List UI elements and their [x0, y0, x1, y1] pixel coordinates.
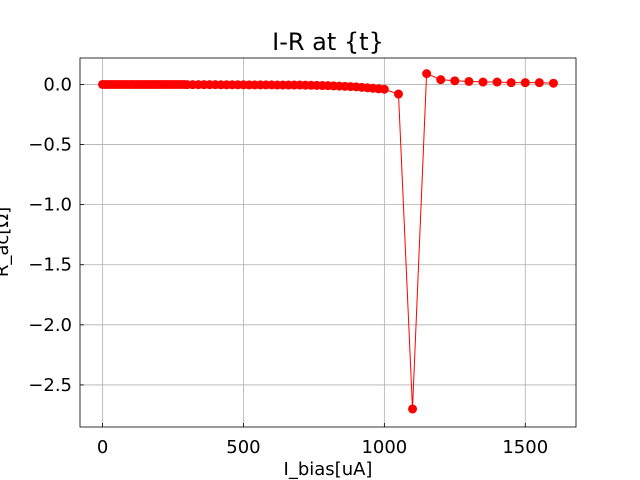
grid-lines: [80, 58, 576, 427]
data-point: [548, 78, 558, 88]
plot-frame: [79, 57, 577, 428]
data-point: [520, 78, 530, 88]
y-tick-label: −2.5: [28, 375, 72, 396]
y-axis-label: R_ac[Ω]: [0, 207, 13, 277]
y-tick-label: −0.5: [28, 135, 72, 156]
data-series: [98, 69, 558, 414]
chart-title: I-R at {t}: [272, 28, 384, 56]
data-point: [492, 77, 502, 87]
data-point: [464, 76, 474, 86]
data-point: [478, 77, 488, 87]
x-tick-label: 1500: [502, 437, 548, 458]
y-tick-label: −1.0: [28, 195, 72, 216]
data-point: [436, 75, 446, 85]
data-point: [422, 69, 432, 79]
axis-ticks: 0 500 1000 1500 0.0 −0.5 −1.0 −1.5 −2.0 −2.5: [28, 74, 548, 458]
data-point: [450, 76, 460, 86]
data-point: [379, 84, 389, 94]
y-tick-label: −2.0: [28, 315, 72, 336]
series-line: [102, 72, 554, 410]
data-point: [408, 404, 418, 414]
data-point: [506, 78, 516, 88]
x-axis-label: I_bias[uA]: [284, 459, 373, 480]
x-tick-label: 0: [97, 437, 108, 458]
data-point: [393, 89, 403, 99]
data-point: [534, 78, 544, 88]
x-tick-label: 500: [226, 437, 260, 458]
x-tick-label: 1000: [361, 437, 407, 458]
y-tick-label: −1.5: [28, 255, 72, 276]
y-tick-label: 0.0: [43, 74, 72, 95]
